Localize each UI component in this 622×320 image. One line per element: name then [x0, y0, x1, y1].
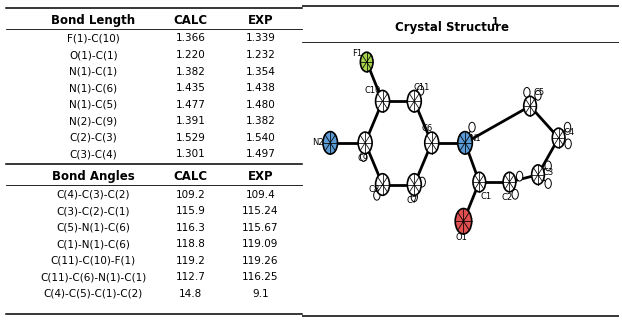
Circle shape: [376, 91, 389, 112]
Text: C(11)-C(10)-F(1): C(11)-C(10)-F(1): [51, 256, 136, 266]
Text: 1.382: 1.382: [176, 67, 206, 76]
Text: 115.9: 115.9: [176, 206, 206, 216]
Text: C11: C11: [413, 83, 429, 92]
Text: EXP: EXP: [248, 14, 273, 27]
Circle shape: [376, 174, 389, 195]
Text: C8: C8: [368, 185, 379, 194]
Circle shape: [455, 209, 471, 234]
Circle shape: [374, 190, 380, 200]
Circle shape: [524, 96, 536, 116]
Text: N2: N2: [312, 138, 324, 147]
Text: CALC: CALC: [174, 14, 208, 27]
Text: C(1)-N(1)-C(6): C(1)-N(1)-C(6): [57, 239, 131, 249]
Text: C(3)-C(4): C(3)-C(4): [70, 149, 118, 159]
Text: 1.382: 1.382: [245, 116, 276, 126]
Text: 1: 1: [493, 17, 499, 27]
Circle shape: [532, 165, 544, 185]
Circle shape: [360, 152, 367, 162]
Text: 115.67: 115.67: [242, 223, 279, 233]
Text: 112.7: 112.7: [176, 272, 206, 282]
Circle shape: [524, 87, 530, 97]
Text: 1.529: 1.529: [176, 133, 206, 143]
Text: 1.438: 1.438: [245, 83, 276, 93]
Circle shape: [407, 174, 421, 195]
Text: C(4)-C(3)-C(2): C(4)-C(3)-C(2): [57, 190, 130, 200]
Text: 119.2: 119.2: [176, 256, 206, 266]
Text: 1.232: 1.232: [245, 50, 276, 60]
Circle shape: [503, 172, 516, 192]
Text: C(3)-C(2)-C(1): C(3)-C(2)-C(1): [57, 206, 130, 216]
Text: 1.477: 1.477: [176, 100, 206, 109]
Circle shape: [458, 132, 472, 154]
Text: 14.8: 14.8: [179, 289, 203, 299]
Circle shape: [425, 132, 439, 154]
Circle shape: [411, 192, 417, 202]
Circle shape: [419, 177, 425, 187]
Text: EXP: EXP: [248, 170, 273, 183]
Circle shape: [545, 179, 551, 188]
Text: C5: C5: [534, 88, 544, 97]
Text: C1: C1: [481, 192, 492, 201]
Text: 1.391: 1.391: [176, 116, 206, 126]
Text: 118.8: 118.8: [176, 239, 206, 249]
Text: 119.26: 119.26: [242, 256, 279, 266]
Circle shape: [469, 122, 475, 132]
Text: 9.1: 9.1: [252, 289, 269, 299]
Circle shape: [516, 171, 522, 181]
Text: C(2)-C(3): C(2)-C(3): [70, 133, 118, 143]
Text: 1.354: 1.354: [245, 67, 276, 76]
Text: C2: C2: [501, 193, 513, 202]
Text: C4: C4: [563, 128, 574, 137]
Text: Bond Angles: Bond Angles: [52, 170, 135, 183]
Circle shape: [535, 91, 541, 100]
Circle shape: [552, 128, 565, 148]
Circle shape: [407, 91, 421, 112]
Text: C(11)-C(6)-N(1)-C(1): C(11)-C(6)-N(1)-C(1): [40, 272, 147, 282]
Circle shape: [545, 161, 551, 171]
Text: N(2)-C(9): N(2)-C(9): [69, 116, 118, 126]
Circle shape: [512, 189, 518, 199]
Text: C(4)-C(5)-C(1)-C(2): C(4)-C(5)-C(1)-C(2): [44, 289, 143, 299]
Text: 1.301: 1.301: [176, 149, 206, 159]
Text: O1: O1: [456, 233, 468, 242]
Circle shape: [358, 132, 372, 154]
Text: C(5)-N(1)-C(6): C(5)-N(1)-C(6): [57, 223, 131, 233]
Circle shape: [564, 122, 570, 132]
Text: 116.3: 116.3: [176, 223, 206, 233]
Text: N(1)-C(6): N(1)-C(6): [69, 83, 118, 93]
Text: 119.09: 119.09: [242, 239, 279, 249]
Circle shape: [417, 85, 424, 95]
Circle shape: [323, 132, 338, 154]
Text: C7: C7: [406, 196, 417, 205]
Text: 1.366: 1.366: [176, 34, 206, 44]
Text: C3: C3: [542, 168, 554, 177]
Text: 1.339: 1.339: [245, 34, 276, 44]
Text: 1.540: 1.540: [246, 133, 275, 143]
Text: 109.4: 109.4: [246, 190, 275, 200]
Text: 116.25: 116.25: [242, 272, 279, 282]
Circle shape: [473, 172, 486, 192]
Text: Crystal Structure: Crystal Structure: [395, 21, 513, 34]
Text: 109.2: 109.2: [176, 190, 206, 200]
Circle shape: [565, 139, 571, 149]
Text: Bond Length: Bond Length: [52, 14, 136, 27]
Text: 115.24: 115.24: [242, 206, 279, 216]
Text: C9: C9: [358, 154, 369, 163]
Text: 1.220: 1.220: [176, 50, 206, 60]
Text: CALC: CALC: [174, 170, 208, 183]
Text: N(1)-C(1): N(1)-C(1): [69, 67, 118, 76]
Text: 1.480: 1.480: [246, 100, 275, 109]
Text: N(1)-C(5): N(1)-C(5): [69, 100, 118, 109]
Text: C10: C10: [364, 86, 381, 95]
Text: O(1)-C(1): O(1)-C(1): [69, 50, 118, 60]
Text: C6: C6: [421, 124, 432, 133]
Text: 1.435: 1.435: [176, 83, 206, 93]
Circle shape: [360, 52, 373, 72]
Text: N1: N1: [469, 134, 480, 143]
Text: 1.497: 1.497: [245, 149, 276, 159]
Text: F(1)-C(10): F(1)-C(10): [67, 34, 120, 44]
Text: F1: F1: [352, 49, 362, 58]
